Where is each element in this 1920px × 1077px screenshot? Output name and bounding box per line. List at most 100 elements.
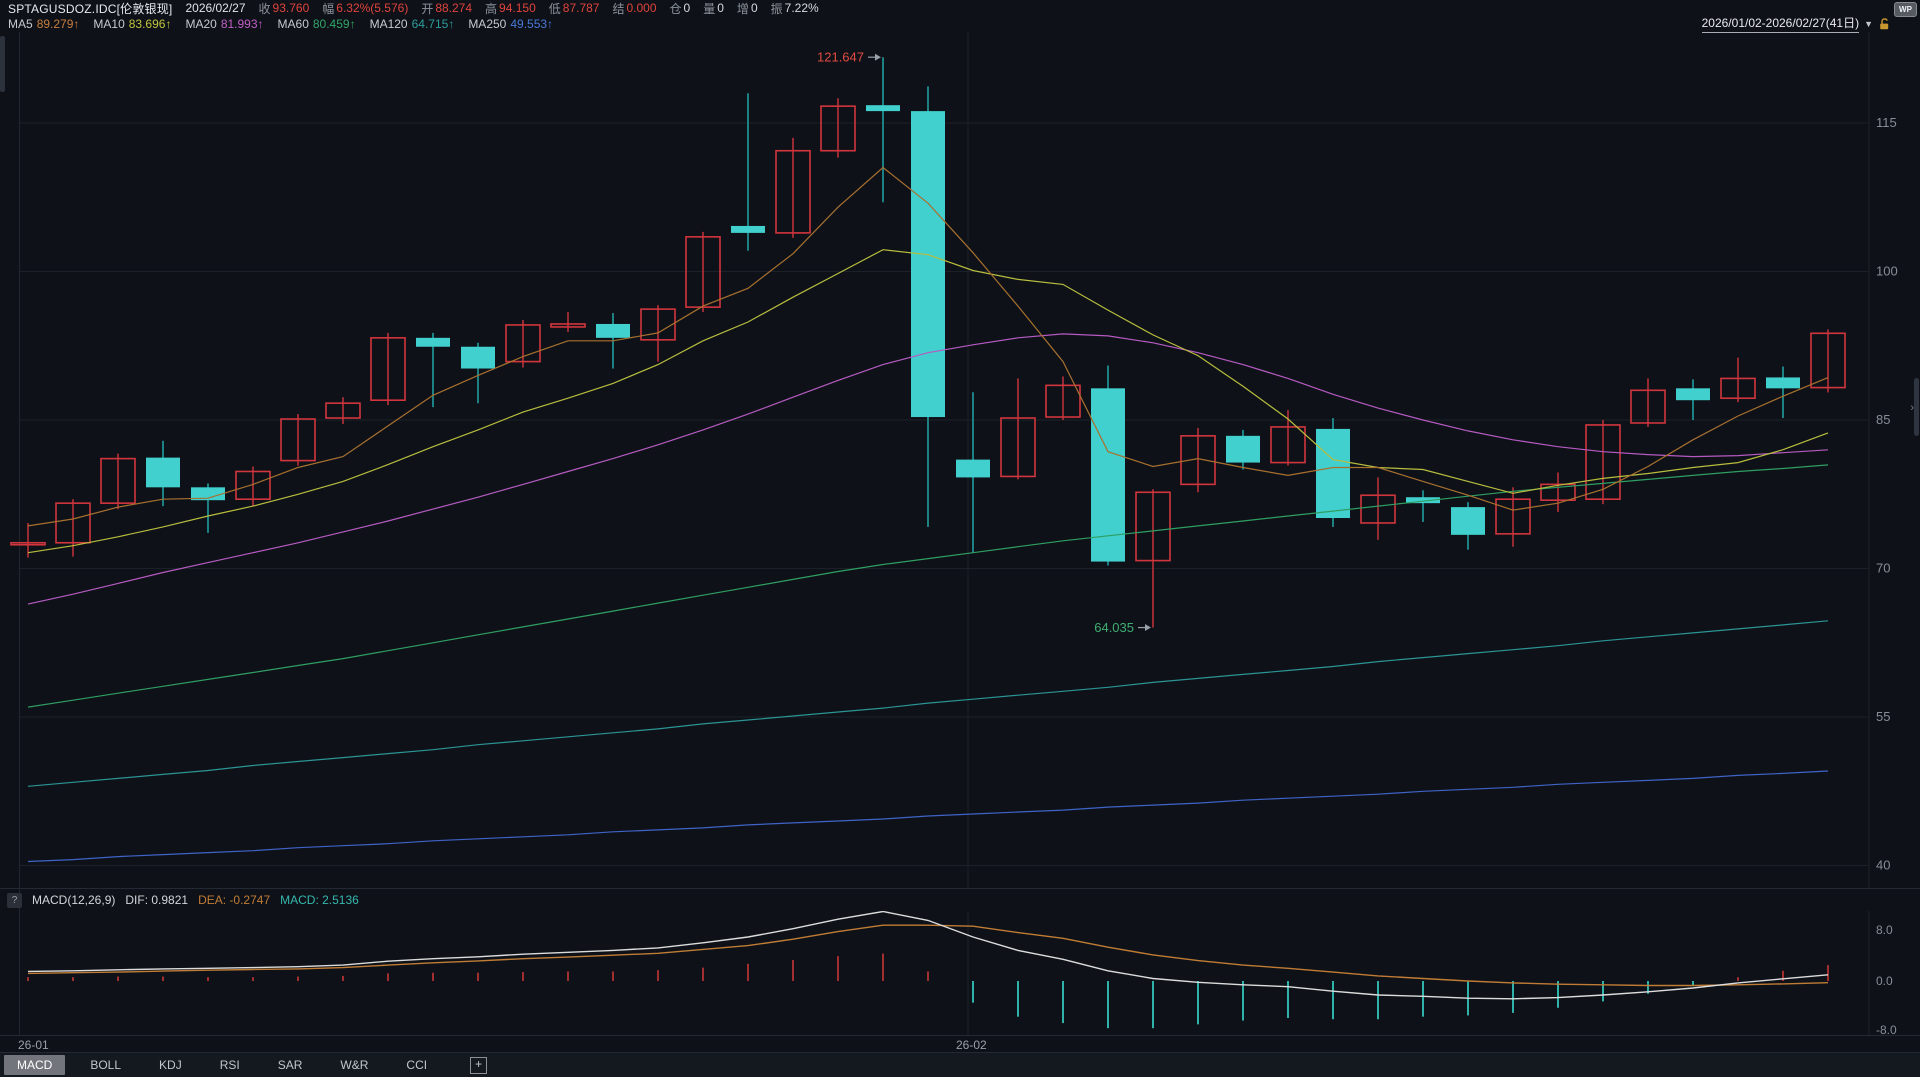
dif-value: DIF: 0.9821: [125, 893, 189, 907]
quote-field-label: 低: [548, 1, 561, 16]
indicator-tab-bar: MACD BOLL KDJ RSI SAR W&R CCI +: [0, 1052, 1920, 1077]
quote-fields: 收 93.760 幅 6.32%(5.576) 开 88.274 高 94.150 低 87.78…: [259, 0, 819, 17]
candlestick-layer: [10, 57, 1846, 628]
tab-sar[interactable]: SAR: [277, 1058, 303, 1072]
quote-field-value: 6.32%(5.576): [336, 1, 409, 15]
scrollbar-thumb[interactable]: [1914, 378, 1919, 436]
indicator-row: ? MACD(12,26,9) DIF: 0.9821 DEA: -0.2747…: [0, 889, 1920, 911]
macd-axis-label: -8.0: [1876, 1023, 1897, 1035]
ma-legend-label: MA10: [93, 17, 125, 31]
ma-legend-label: MA60: [277, 17, 309, 31]
ma-line-ma60: [27, 464, 1829, 708]
ma-legend-item: MA120 64.715↑: [370, 17, 455, 31]
header-bar: SPTAGUSDOZ.IDC[伦敦银现] 2026/02/27 收 93.760 幅…: [0, 0, 1920, 16]
macd-histogram: [27, 953, 1829, 1029]
price-axis-label: 70: [1876, 561, 1890, 576]
main-candlestick-chart[interactable]: 115 100 85 70 55 40 121.647 64.035: [0, 32, 1920, 888]
quote-field-value: 0: [683, 1, 691, 15]
ma-legend-item: MA20 81.993↑: [185, 17, 263, 31]
quote-field: 幅 6.32%(5.576): [322, 0, 408, 17]
tab-rsi[interactable]: RSI: [219, 1058, 240, 1072]
ma-legend-item: MA250 49.553↑: [468, 17, 553, 31]
quote-field-value: 0.000: [626, 1, 657, 15]
annotations-layer: 121.647 64.035: [817, 50, 1151, 635]
ma-legend-value: 81.993↑: [220, 17, 264, 31]
ma-legend-item: MA5 89.279↑: [8, 17, 79, 31]
chevron-down-icon[interactable]: ▼: [1864, 18, 1873, 29]
dea-line: [27, 924, 1829, 987]
ma-line-ma5: [27, 166, 1829, 527]
quote-date: 2026/02/27: [185, 1, 246, 15]
panel-divider: [0, 888, 1920, 889]
quote-field-value: 93.760: [272, 1, 310, 15]
left-panel-handle[interactable]: [0, 36, 5, 92]
price-axis-label: 85: [1876, 412, 1890, 427]
price-axis-label: 55: [1876, 709, 1890, 724]
ma-line-ma20: [27, 333, 1829, 605]
ma-legend-value: 89.279↑: [36, 17, 80, 31]
ma-legend-value: 49.553↑: [510, 17, 554, 31]
ma-line-ma120: [27, 620, 1829, 787]
wp-badge-icon[interactable]: WP: [1894, 2, 1917, 17]
ma-legend-value: 80.459↑: [312, 17, 356, 31]
quote-field: 高 94.150: [485, 0, 536, 17]
chevron-right-icon[interactable]: ›: [1910, 402, 1914, 414]
indicator-name[interactable]: MACD(12,26,9): [32, 893, 116, 907]
price-annotation: 64.035: [1094, 620, 1134, 635]
ma-legend-label: MA20: [185, 17, 217, 31]
ma-legend-label: MA5: [8, 17, 33, 31]
quote-field: 开 88.274: [421, 0, 472, 17]
x-axis-label: 26-02: [956, 1038, 987, 1052]
ma-legend-item: MA10 83.696↑: [93, 17, 171, 31]
price-axis-label: 115: [1876, 115, 1897, 130]
macd-panel[interactable]: 8.0 0.0 -8.0: [0, 911, 1920, 1035]
ma-legend-value: 83.696↑: [128, 17, 172, 31]
quote-field-label: 收: [258, 1, 271, 16]
quote-field: 振 7.22%: [771, 0, 819, 17]
quote-field-value: 88.274: [435, 1, 473, 15]
price-axis-label: 100: [1876, 264, 1898, 279]
ma-line-ma10: [27, 249, 1829, 554]
price-annotation: 121.647: [817, 50, 864, 65]
quote-field-value: 7.22%: [784, 1, 819, 15]
quote-field-value: 0: [750, 1, 758, 15]
macd-axis-label: 8.0: [1876, 923, 1893, 937]
x-axis: 26-01 26-02: [0, 1035, 1920, 1053]
lock-icon[interactable]: [1878, 17, 1892, 31]
tab-wr[interactable]: W&R: [340, 1058, 369, 1072]
price-axis-label: 40: [1876, 858, 1890, 873]
chart-left-border: [19, 32, 20, 1035]
date-range-selector[interactable]: 2026/01/02-2026/02/27(41日): [1701, 14, 1860, 33]
x-axis-label: 26-01: [18, 1038, 49, 1052]
quote-field-label: 结: [612, 1, 625, 16]
quote-field-label: 高: [485, 1, 498, 16]
ma-legend-item: MA60 80.459↑: [278, 17, 356, 31]
tab-macd[interactable]: MACD: [4, 1055, 66, 1075]
ma-legend-value: 64.715↑: [411, 17, 455, 31]
quote-field-label: 振: [770, 1, 783, 16]
quote-field-label: 开: [421, 1, 434, 16]
add-indicator-button[interactable]: +: [470, 1056, 488, 1074]
macd-value: MACD: 2.5136: [280, 893, 359, 907]
ma-bar: MA5 89.279↑ MA10 83.696↑ MA20 81.993↑ MA60 80.4…: [0, 16, 1920, 32]
quote-field: 收 93.760: [259, 0, 310, 17]
quote-field-label: 量: [703, 1, 716, 16]
symbol-title: SPTAGUSDOZ.IDC[伦敦银现]: [8, 1, 173, 16]
quote-field: 结 0.000: [612, 0, 656, 17]
quote-field-value: 0: [717, 1, 724, 15]
quote-field-label: 幅: [322, 1, 335, 16]
tab-boll[interactable]: BOLL: [90, 1058, 122, 1072]
ma-legend-label: MA120: [369, 17, 408, 31]
quote-field-label: 仓: [669, 1, 682, 16]
macd-axis-label: 0.0: [1876, 974, 1893, 988]
tab-kdj[interactable]: KDJ: [159, 1058, 182, 1072]
quote-field: 低 87.787: [549, 0, 600, 17]
ma-lines-layer: [27, 166, 1829, 863]
tab-cci[interactable]: CCI: [406, 1058, 428, 1072]
help-icon[interactable]: ?: [7, 892, 22, 908]
quote-field-label: 增: [736, 1, 749, 16]
ma-legend-label: MA250: [468, 17, 507, 31]
dea-value: DEA: -0.2747: [198, 893, 271, 907]
